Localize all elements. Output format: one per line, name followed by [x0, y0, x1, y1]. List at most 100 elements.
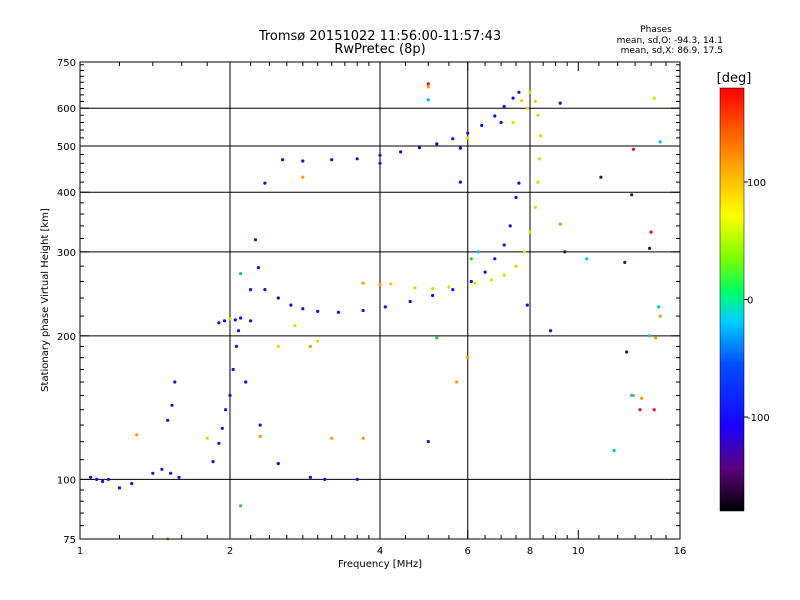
data-point: [458, 180, 462, 184]
data-point: [483, 270, 487, 274]
data-point: [431, 293, 435, 298]
y-tick-label: 750: [57, 58, 76, 69]
data-point: [383, 305, 387, 309]
colorbar-tick-label: 100: [747, 178, 766, 189]
data-point: [316, 309, 320, 313]
grid-lines: [80, 62, 680, 539]
data-point: [447, 285, 451, 289]
data-point: [640, 396, 644, 400]
data-point: [514, 264, 518, 268]
data-point: [426, 85, 430, 89]
chart-title: Tromsø 20151022 11:56:00-11:57:43: [258, 29, 501, 44]
data-point: [130, 482, 134, 486]
data-point: [426, 440, 430, 444]
data-point: [630, 393, 634, 397]
data-point: [236, 329, 241, 333]
data-point: [378, 153, 382, 157]
data-point: [493, 257, 497, 261]
phase-stats-x: mean, sd,X: 86.9, 17.5: [621, 46, 723, 56]
data-point: [599, 175, 603, 179]
y-tick-label: 200: [57, 332, 76, 343]
data-point: [520, 99, 524, 103]
data-point: [435, 336, 439, 340]
data-point: [389, 282, 393, 286]
data-point: [170, 403, 174, 407]
chart-subtitle: RwPretec (8p): [334, 42, 425, 57]
data-point: [217, 441, 221, 445]
data-point: [426, 98, 430, 102]
y-tick-label: 500: [57, 142, 76, 153]
data-point: [585, 257, 589, 261]
phase-stats-o: mean, sd,O: -94.3, 14.1: [617, 36, 723, 46]
data-point: [648, 246, 652, 250]
data-point: [281, 158, 285, 162]
data-points: [89, 82, 662, 541]
data-point: [499, 120, 503, 125]
data-point: [308, 344, 312, 348]
data-point: [263, 181, 267, 185]
y-tick-label: 100: [57, 475, 76, 486]
y-tick-label: 400: [57, 188, 76, 199]
data-point: [528, 230, 532, 234]
data-point: [263, 288, 267, 292]
phase-stats-title: Phases: [640, 25, 672, 35]
data-point: [228, 317, 232, 321]
data-point: [378, 283, 382, 287]
data-point: [511, 96, 515, 100]
x-tick-label: 6: [465, 546, 471, 557]
data-point: [652, 408, 656, 412]
data-point: [490, 278, 494, 282]
y-tick-label: 300: [57, 248, 76, 259]
data-point: [330, 158, 334, 162]
data-point: [413, 286, 417, 290]
data-point: [522, 250, 527, 254]
y-tick-label: 600: [57, 104, 76, 115]
data-point: [652, 96, 656, 100]
data-point: [451, 137, 455, 141]
data-point: [458, 146, 462, 150]
data-point: [631, 147, 636, 151]
data-point: [301, 175, 305, 179]
data-point: [476, 250, 480, 254]
data-point: [222, 319, 227, 323]
data-point: [234, 344, 238, 348]
data-point: [399, 150, 403, 154]
data-point: [537, 157, 541, 161]
data-point: [117, 486, 122, 490]
data-point: [276, 296, 280, 300]
data-point: [323, 477, 327, 481]
data-point: [649, 230, 653, 234]
data-point: [508, 224, 512, 228]
data-point: [301, 159, 305, 163]
data-point: [658, 140, 662, 144]
data-point: [536, 113, 540, 117]
y-tick-label: 75: [63, 535, 76, 546]
x-tick-label: 10: [572, 546, 585, 557]
data-point: [169, 471, 173, 475]
data-point: [466, 356, 470, 360]
data-point: [466, 136, 470, 140]
data-point: [473, 281, 477, 285]
data-point: [558, 101, 562, 105]
colorbar-tick-label: 0: [747, 296, 753, 307]
data-point: [276, 344, 280, 348]
data-point: [233, 318, 237, 322]
data-point: [249, 319, 253, 323]
data-point: [502, 273, 506, 277]
data-point: [657, 305, 661, 309]
colorbar-tick-label: -100: [747, 413, 770, 424]
colorbar-ticks: 100 0 -100: [744, 178, 770, 424]
x-tick-label: 1: [77, 546, 83, 557]
data-point: [217, 321, 221, 325]
data-point: [426, 82, 430, 86]
data-point: [408, 299, 412, 304]
data-point: [536, 180, 540, 184]
x-tick-label: 2: [227, 546, 233, 557]
data-point: [361, 281, 365, 285]
data-point: [301, 307, 305, 311]
data-point: [469, 279, 473, 284]
data-point: [228, 393, 232, 397]
data-point: [177, 475, 181, 479]
data-point: [355, 157, 359, 161]
data-point: [101, 479, 105, 484]
